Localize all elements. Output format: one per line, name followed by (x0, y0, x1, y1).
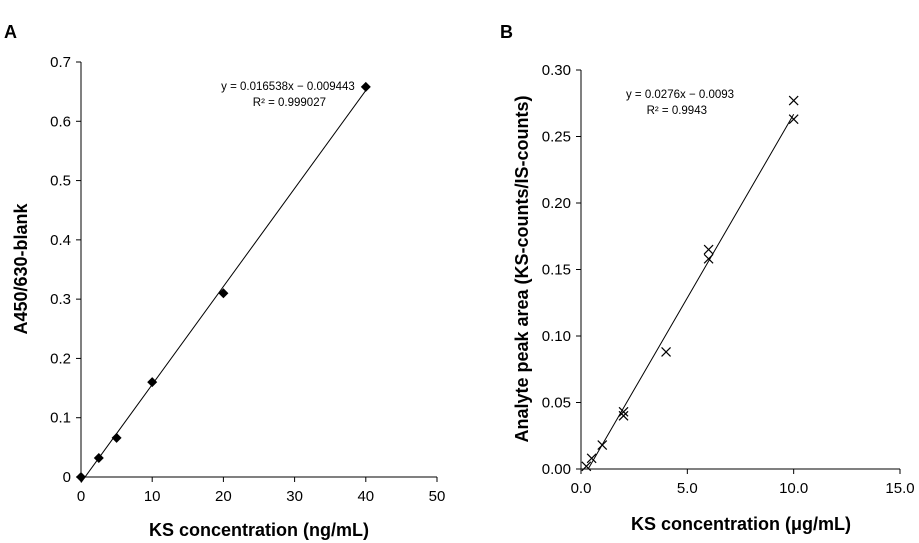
panel-b-x-ticks: 0.0 5.0 10.0 15.0 (571, 469, 915, 497)
panel-a-x-axis-title: KS concentration (ng/mL) (149, 520, 369, 540)
panel-b-y-tick-label: 0.05 (542, 395, 571, 412)
panel-b-trendline (588, 114, 795, 469)
panel-a-y-tick-label: 0 (63, 469, 71, 486)
panel-a-x-tick-label: 0 (77, 488, 85, 505)
panel-b-data-point (703, 253, 714, 264)
panel-a-data-point (93, 453, 104, 464)
panel-a-x-tick-label: 30 (286, 488, 303, 505)
panel-a-x-tick-label: 50 (429, 488, 446, 505)
panel-b-data-point (703, 244, 714, 255)
panel-b-data-point (788, 95, 799, 106)
panel-b-y-tick-label: 0.30 (542, 62, 571, 79)
panel-a-y-axis-title: A450/630-blank (11, 202, 31, 334)
panel-a-y-tick-label: 0.7 (50, 54, 71, 71)
panel-b-y-tick-label: 0.10 (542, 328, 571, 345)
panel-b: B 0.00 0.05 0.10 0.15 0.20 0.25 0.30 0.0 5.0 10.… (500, 22, 915, 534)
panel-a-x-ticks: 0 10 20 30 40 50 (77, 477, 446, 505)
panel-a-y-tick-label: 0.1 (50, 410, 71, 427)
panel-b-y-tick-label: 0.15 (542, 262, 571, 279)
panel-b-x-axis-title: KS concentration (μg/mL) (631, 514, 851, 534)
panel-b-data-point (581, 461, 592, 472)
panel-b-y-tick-label: 0.25 (542, 129, 571, 146)
panel-a-y-ticks: 0 0.1 0.2 0.3 0.4 0.5 0.6 0.7 (50, 54, 81, 486)
panel-a-y-tick-label: 0.2 (50, 350, 71, 367)
panel-b-x-tick-label: 5.0 (677, 480, 698, 497)
panel-a-y-tick-label: 0.5 (50, 173, 71, 190)
panel-a-y-tick-label: 0.3 (50, 291, 71, 308)
panel-a-equation: y = 0.016538x − 0.009443 (221, 81, 355, 93)
panel-b-y-ticks: 0.00 0.05 0.10 0.15 0.20 0.25 0.30 (542, 62, 581, 478)
panel-b-equation: y = 0.0276x − 0.0093 (626, 89, 734, 101)
panel-a-y-tick-label: 0.4 (50, 232, 71, 249)
panel-b-data-points (581, 95, 799, 472)
panel-b-data-point (597, 440, 608, 450)
panel-b-y-tick-label: 0.20 (542, 195, 571, 212)
panel-b-data-point (618, 406, 629, 417)
panel-a-y-tick-label: 0.6 (50, 113, 71, 130)
panel-b-letter: B (500, 22, 513, 42)
panel-b-data-point (788, 114, 799, 125)
panel-a-data-point (147, 377, 158, 388)
panel-a-data-point (218, 288, 229, 299)
panel-b-x-tick-label: 0.0 (571, 480, 592, 497)
panel-a-data-points (76, 81, 371, 482)
panel-a-x-tick-label: 20 (215, 488, 232, 505)
panel-a-data-point (111, 432, 122, 443)
panel-b-x-tick-label: 15.0 (885, 480, 914, 497)
panel-b-data-point (618, 410, 629, 421)
panel-b-y-axis-title: Analyte peak area (KS-counts/IS-counts) (512, 95, 532, 442)
panel-a-r2: R² = 0.999027 (253, 97, 326, 109)
panel-a-letter: A (4, 22, 17, 42)
panel-b-data-point (661, 347, 671, 357)
panel-a-x-tick-label: 40 (357, 488, 374, 505)
panel-a: A 0 0.1 0.2 0.3 0.4 0.5 0.6 0.7 0 10 20 30 40 50 y =… (4, 22, 445, 540)
panel-b-y-tick-label: 0.00 (542, 461, 571, 478)
panel-a-x-tick-label: 10 (144, 488, 161, 505)
panel-a-trendline (80, 90, 367, 483)
panel-b-r2: R² = 0.9943 (647, 105, 707, 117)
panel-b-data-point (586, 453, 597, 464)
panel-a-data-point (360, 81, 371, 92)
panel-a-data-point (76, 472, 86, 482)
panel-b-x-tick-label: 10.0 (779, 480, 808, 497)
